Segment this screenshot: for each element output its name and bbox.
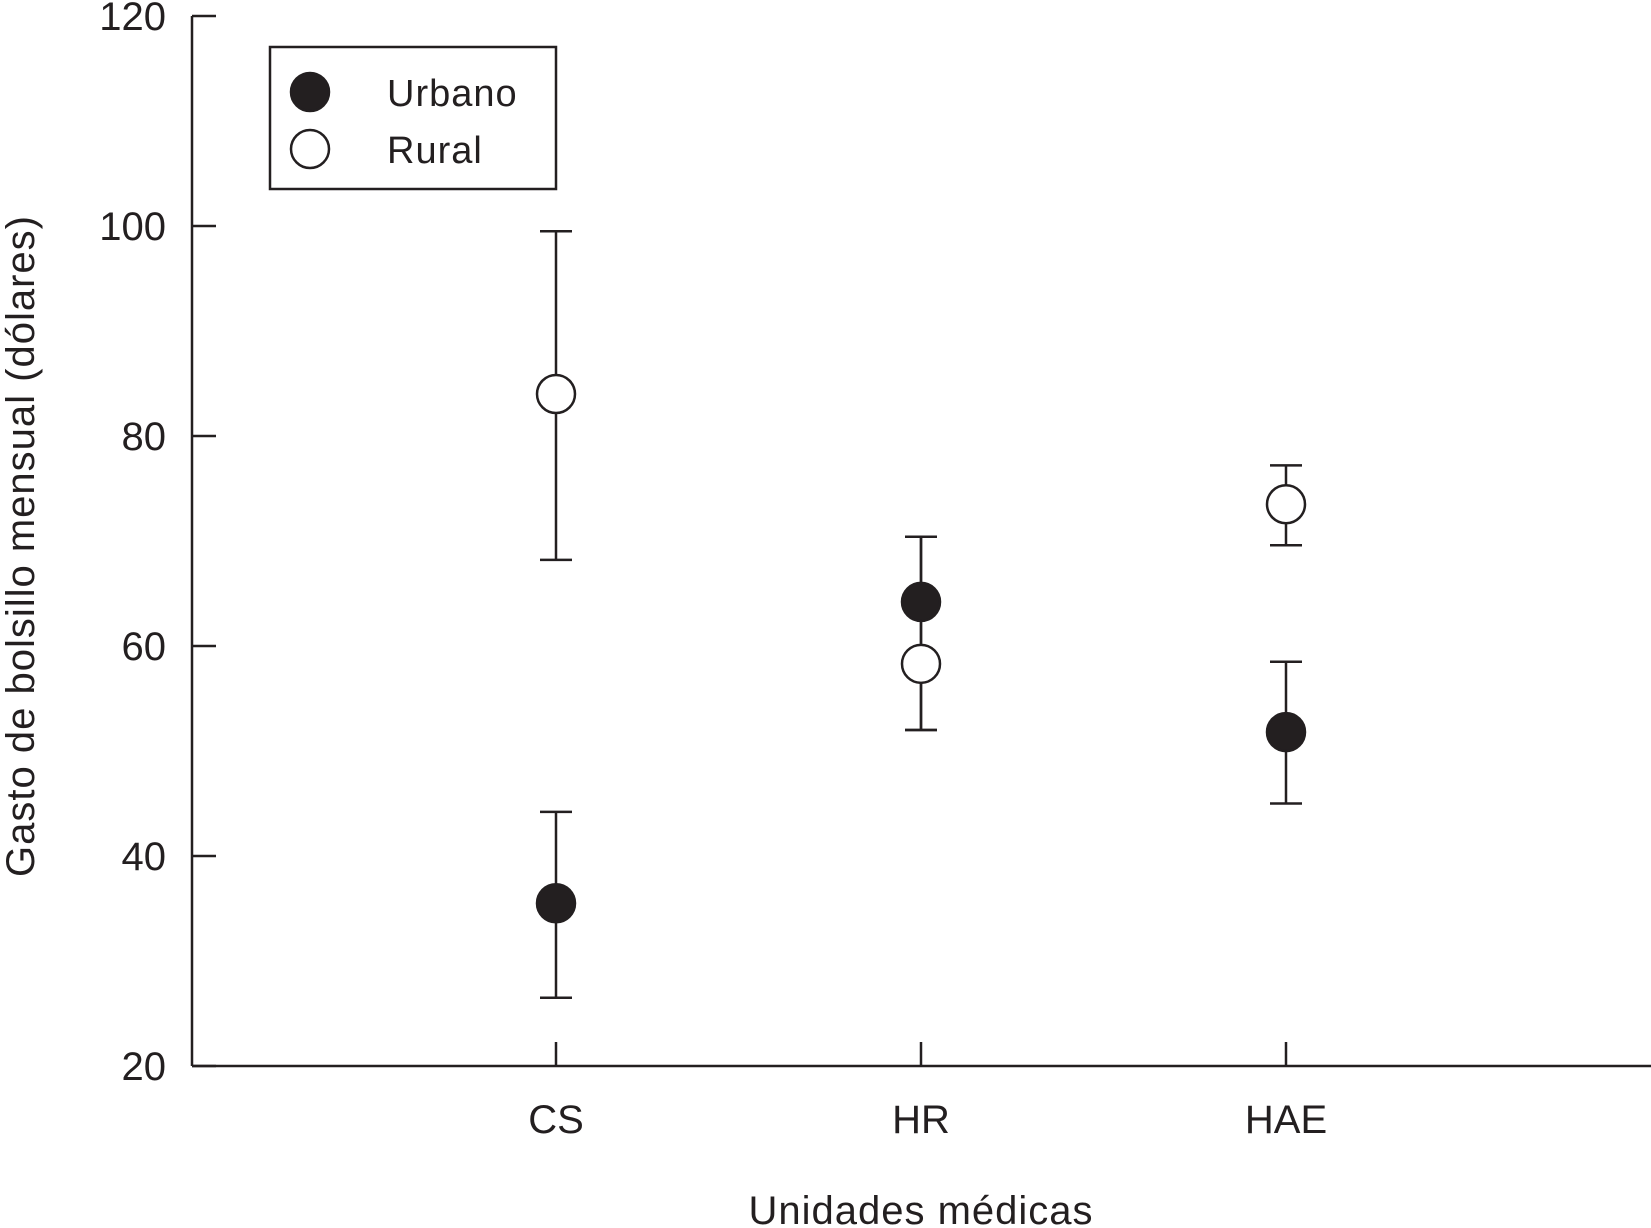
x-tick-label: HR [892,1098,950,1142]
y-tick-label: 100 [99,205,166,249]
point-rural-hr [900,643,942,685]
y-tick-label: 20 [122,1045,167,1089]
y-tick-label: 60 [122,625,167,669]
x-tick-label: CS [528,1098,584,1142]
y-tick-label: 120 [99,0,166,39]
legend: Urbano Rural [268,45,558,191]
legend-label-rural: Rural [387,130,483,172]
point-rural-cs [535,373,577,415]
x-axis-ticks: CS HR HAE [528,1042,1327,1142]
y-tick-label: 80 [122,415,167,459]
legend-marker-urbano [289,71,331,113]
point-urbano-hae [1265,711,1307,753]
legend-marker-rural [289,128,331,170]
y-axis-ticks: 20 40 60 80 100 120 [99,0,216,1089]
point-rural-hae [1265,484,1307,525]
legend-label-urbano: Urbano [387,73,518,115]
y-axis-title: Gasto de bolsillo mensual (dólares) [0,215,43,877]
point-urbano-cs [535,883,577,924]
x-tick-label: HAE [1245,1098,1327,1142]
point-urbano-hr [900,581,942,623]
x-axis-title: Unidades médicas [748,1189,1093,1228]
data-points [535,373,1307,924]
y-tick-label: 40 [122,835,167,879]
